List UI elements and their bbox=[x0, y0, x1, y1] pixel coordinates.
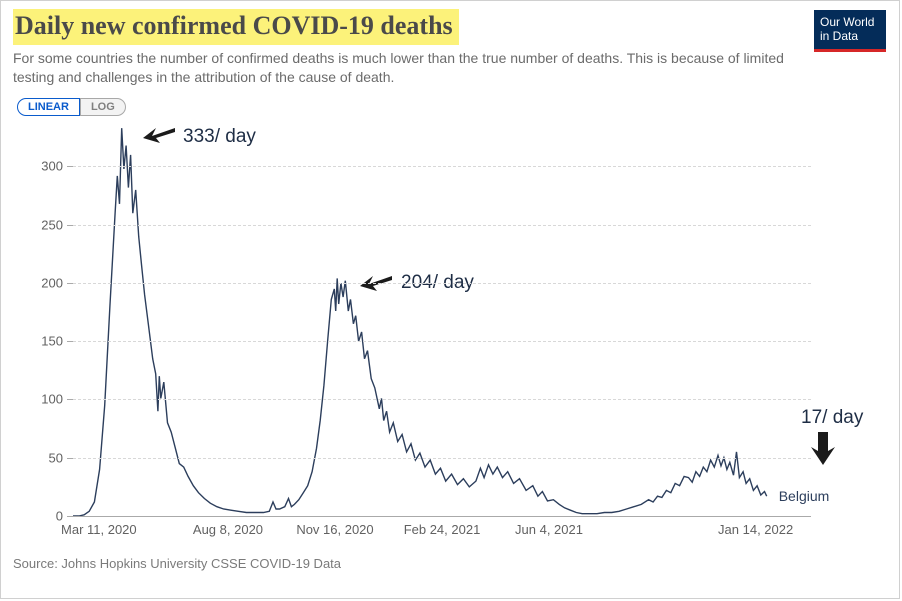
y-tick bbox=[67, 166, 73, 167]
gridline bbox=[73, 166, 811, 167]
source-caption: Source: Johns Hopkins University CSSE CO… bbox=[13, 556, 887, 571]
gridline bbox=[73, 458, 811, 459]
arrow-icon bbox=[811, 432, 837, 466]
gridline bbox=[73, 225, 811, 226]
y-tick-label: 250 bbox=[41, 217, 63, 232]
y-tick bbox=[67, 283, 73, 284]
series-label-belgium[interactable]: Belgium bbox=[779, 488, 830, 504]
scale-linear-button[interactable]: LINEAR bbox=[17, 98, 80, 116]
gridline bbox=[73, 283, 811, 284]
y-tick-label: 100 bbox=[41, 392, 63, 407]
peak-annotation-3: 17/ day bbox=[801, 407, 863, 429]
y-tick bbox=[67, 225, 73, 226]
x-axis bbox=[73, 516, 811, 517]
chart-subtitle: For some countries the number of confirm… bbox=[13, 49, 813, 87]
chart-title: Daily new confirmed COVID-19 deaths bbox=[13, 9, 459, 45]
badge-l2: in Data bbox=[820, 29, 880, 43]
scale-toggle: LINEAR LOG bbox=[17, 98, 126, 116]
y-tick-label: 200 bbox=[41, 275, 63, 290]
y-tick-label: 50 bbox=[49, 450, 63, 465]
chart-area: Belgium 333/ day 204/ day 17/ day 050100… bbox=[13, 120, 883, 550]
y-tick bbox=[67, 458, 73, 459]
x-tick-label: Aug 8, 2020 bbox=[193, 522, 263, 537]
x-tick-label: Mar 11, 2020 bbox=[61, 522, 137, 537]
plot-area bbox=[73, 120, 811, 516]
x-tick-label: Nov 16, 2020 bbox=[296, 522, 373, 537]
gridline bbox=[73, 399, 811, 400]
x-tick-label: Jun 4, 2021 bbox=[515, 522, 583, 537]
y-tick-label: 300 bbox=[41, 159, 63, 174]
gridline bbox=[73, 341, 811, 342]
owid-badge: Our World in Data bbox=[814, 10, 886, 52]
peak-annotation-1: 333/ day bbox=[183, 126, 256, 148]
scale-log-button[interactable]: LOG bbox=[80, 98, 126, 116]
y-tick bbox=[67, 399, 73, 400]
y-tick-label: 150 bbox=[41, 334, 63, 349]
y-tick bbox=[67, 341, 73, 342]
x-tick-label: Feb 24, 2021 bbox=[404, 522, 481, 537]
arrow-icon bbox=[142, 124, 176, 146]
badge-l1: Our World bbox=[820, 15, 880, 29]
x-tick-label: Jan 14, 2022 bbox=[718, 522, 793, 537]
